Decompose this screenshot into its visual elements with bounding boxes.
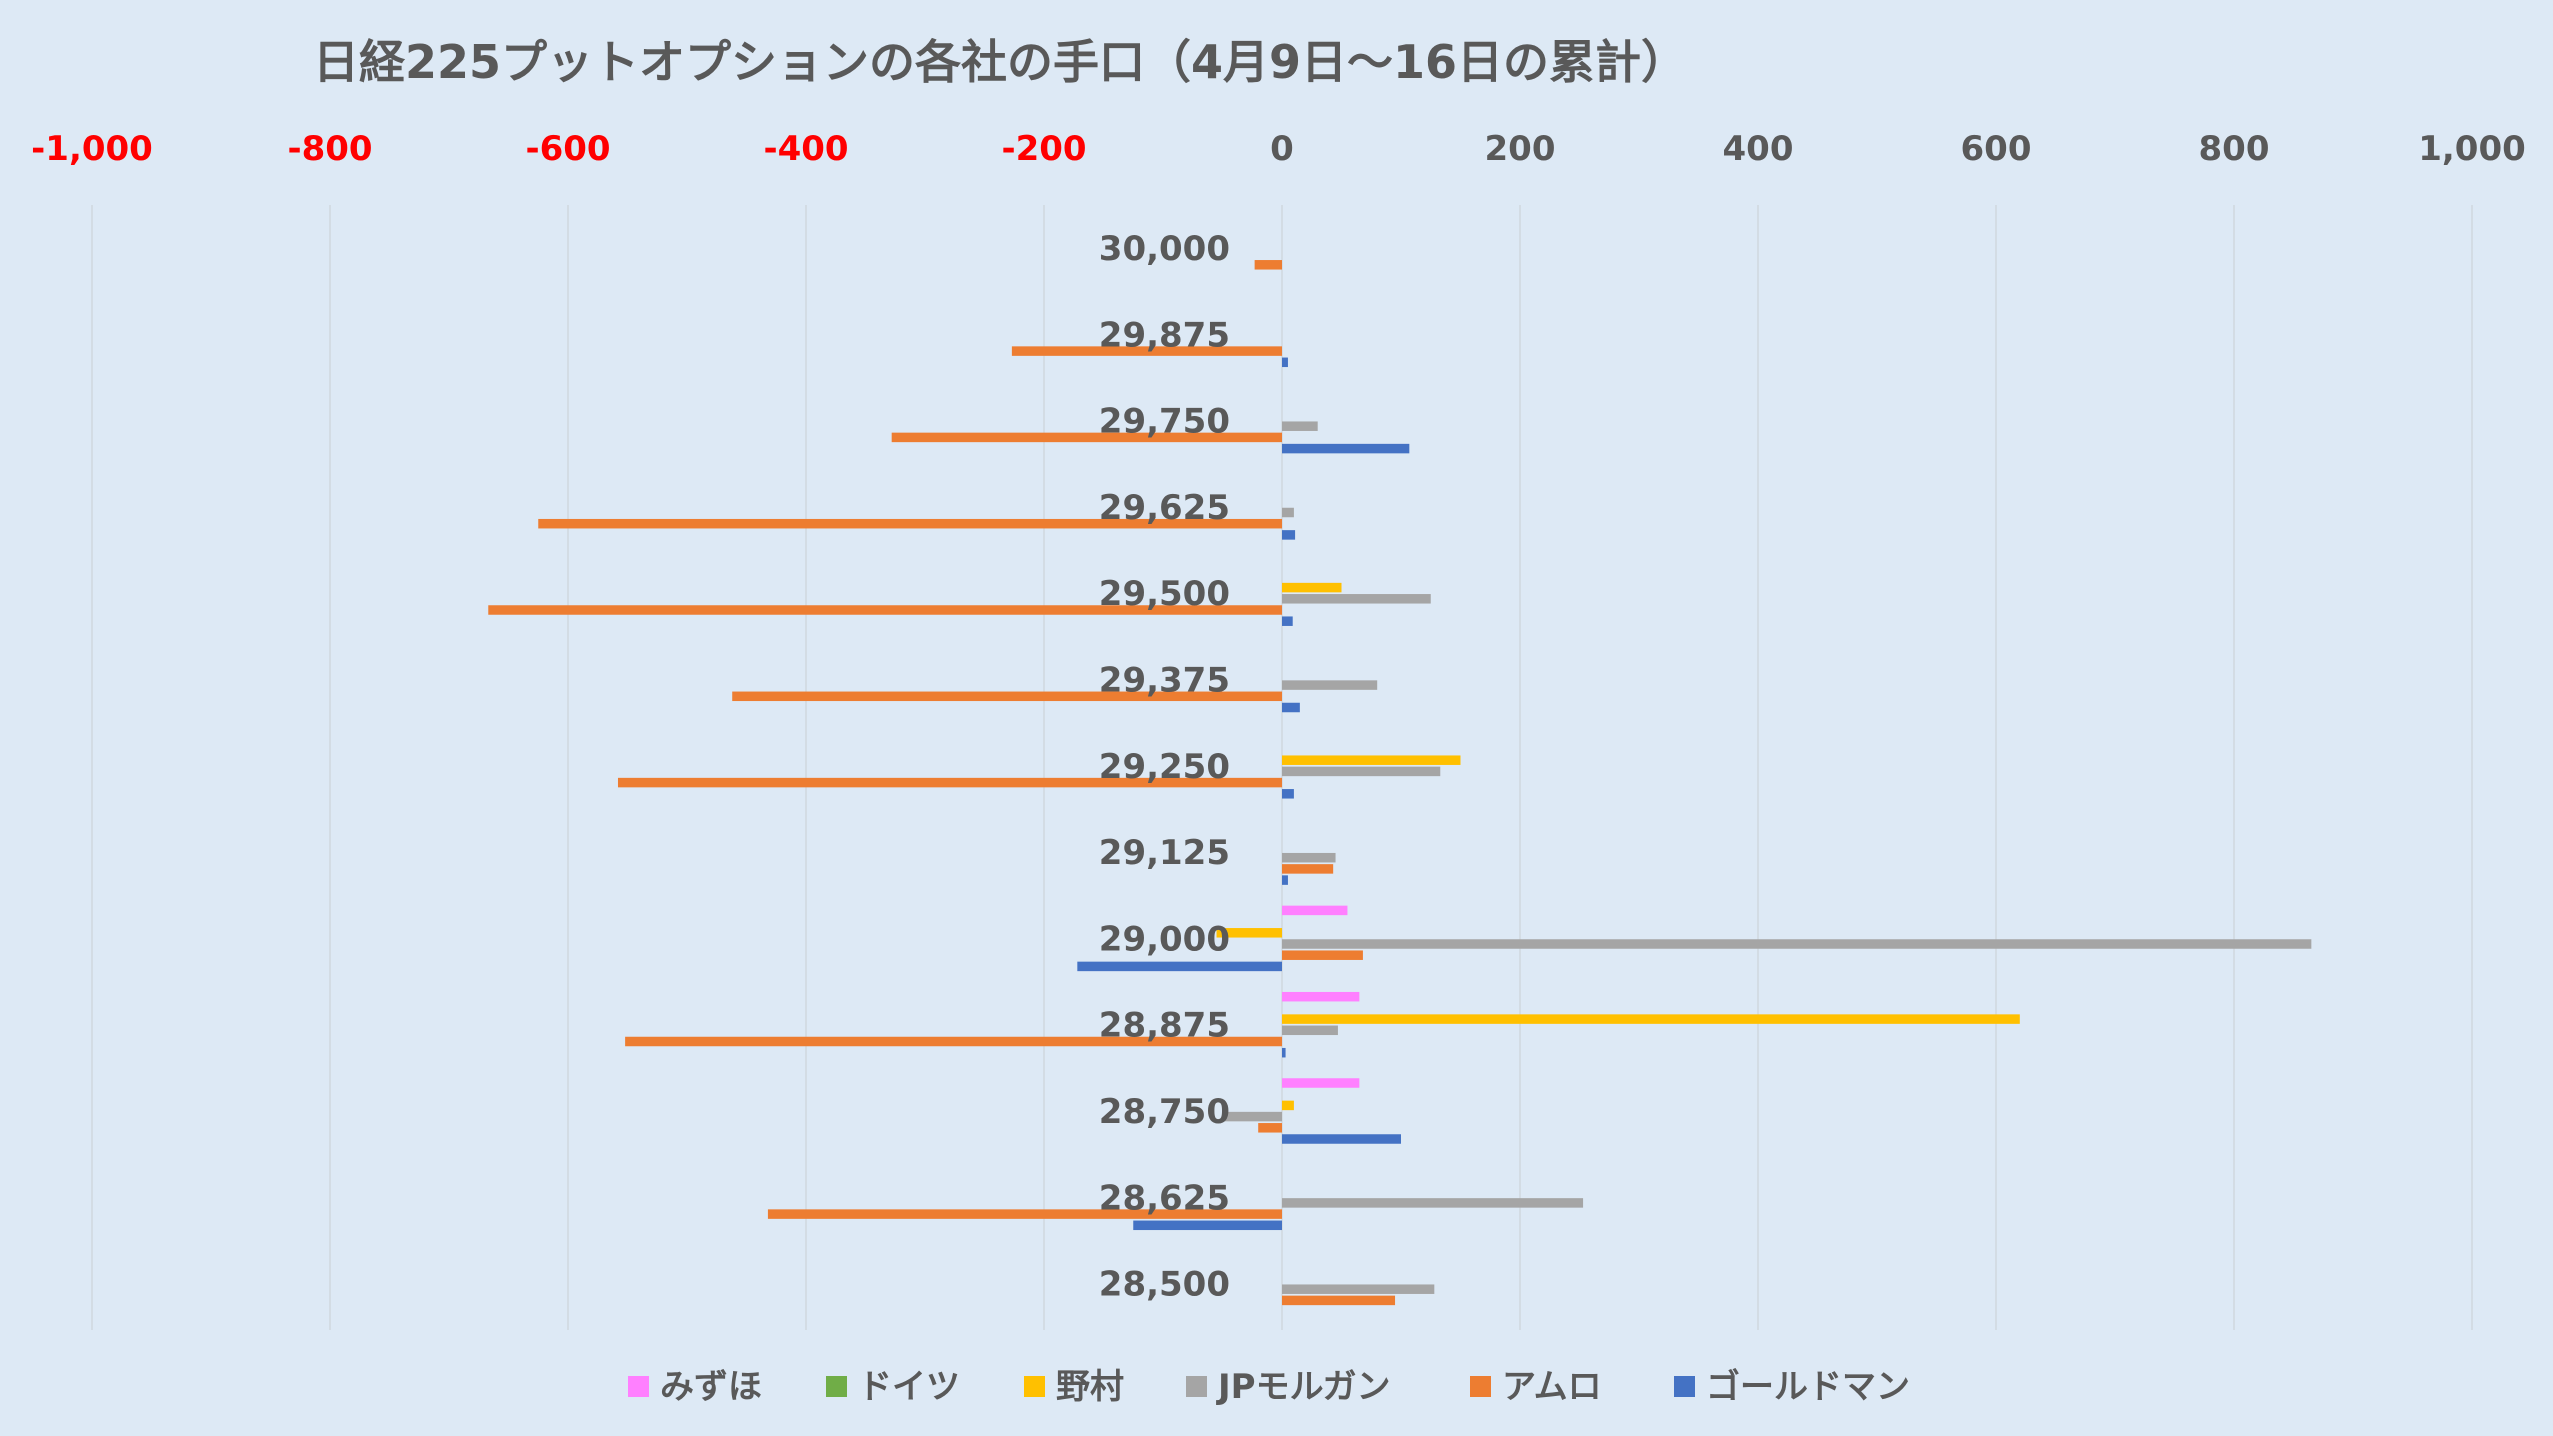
bar: [767, 1209, 1282, 1219]
bar: [1258, 1123, 1282, 1133]
bar: [1282, 789, 1294, 799]
bar: [1282, 1134, 1401, 1144]
x-tick-label: -600: [525, 129, 610, 169]
category-label: 29,875: [1099, 315, 1230, 355]
category-label: 29,500: [1099, 574, 1230, 614]
bar: [1282, 507, 1294, 518]
legend-swatch: [1186, 1376, 1207, 1397]
category-label: 28,750: [1099, 1092, 1230, 1132]
bar: [1282, 1047, 1286, 1058]
bar: [1282, 939, 2312, 949]
bar: [1282, 1198, 1584, 1208]
x-tick-label: 0: [1270, 129, 1294, 169]
x-tick-label: 800: [2199, 129, 2270, 169]
x-tick-label: -200: [1001, 129, 1086, 169]
bar: [1282, 950, 1363, 960]
legend-label: 野村: [1056, 1367, 1124, 1407]
x-tick-label: -800: [287, 129, 372, 169]
bar: [1282, 991, 1360, 1002]
category-label: 29,625: [1099, 488, 1230, 528]
x-axis-ticks: -1,000 -800 -600 -400 -200 0 200 400 600 800 1,000: [31, 129, 2526, 169]
bar: [625, 1036, 1282, 1047]
legend-swatch: [826, 1376, 847, 1397]
legend-label: ドイツ: [858, 1367, 960, 1407]
bar: [1282, 905, 1348, 916]
bar: [1282, 530, 1296, 540]
bar: [1282, 582, 1342, 593]
bar: [1282, 443, 1410, 454]
bar: [1282, 1295, 1396, 1306]
category-label: 29,750: [1099, 402, 1230, 442]
bar: [1282, 1100, 1294, 1111]
legend: みずほ ドイツ 野村 JPモルガン アムロ ゴールドマン: [628, 1367, 1910, 1407]
chart-title: 日経225プットオプションの各社の手口（4月9日～16日の累計）: [313, 35, 1687, 89]
bar: [1282, 616, 1293, 626]
bar: [488, 605, 1282, 615]
bar: [1216, 928, 1282, 938]
category-label: 29,125: [1099, 833, 1230, 873]
bar: [1282, 1078, 1360, 1088]
bar: [1254, 260, 1282, 270]
legend-label: みずほ: [660, 1367, 762, 1407]
legend-label: ゴールドマン: [1706, 1367, 1910, 1407]
legend-swatch: [1024, 1376, 1045, 1397]
bar: [1282, 1284, 1435, 1294]
category-label: 29,375: [1099, 661, 1230, 701]
x-tick-label: 600: [1961, 129, 2032, 169]
bar: [1282, 864, 1334, 874]
category-label: 28,500: [1099, 1265, 1230, 1305]
bar: [1282, 766, 1441, 777]
x-tick-label: -400: [763, 129, 848, 169]
x-tick-label: -1,000: [31, 129, 153, 169]
bar: [1282, 852, 1336, 863]
bar: [1282, 755, 1461, 765]
bar: [1077, 961, 1282, 972]
bar: [1011, 346, 1282, 356]
bar: [1282, 875, 1288, 885]
legend-swatch: [1470, 1376, 1491, 1397]
category-label: 28,875: [1099, 1006, 1230, 1046]
legend-label: JPモルガン: [1216, 1367, 1391, 1407]
x-tick-label: 1,000: [2418, 129, 2526, 169]
bar: [617, 777, 1282, 788]
legend-label: アムロ: [1502, 1367, 1602, 1407]
bars: [488, 260, 2312, 1306]
category-label: 28,625: [1099, 1178, 1230, 1218]
bar: [891, 432, 1282, 443]
bar: [538, 518, 1282, 529]
bar: [1282, 1025, 1338, 1036]
bar: [732, 691, 1282, 702]
bar: [1282, 1014, 2020, 1024]
bar: [1133, 1220, 1282, 1231]
category-label: 29,250: [1099, 747, 1230, 787]
x-tick-label: 200: [1485, 129, 1556, 169]
bar: [1282, 680, 1378, 690]
bar: [1282, 594, 1431, 604]
bar: [1282, 357, 1288, 368]
legend-swatch: [628, 1376, 649, 1397]
x-tick-label: 400: [1723, 129, 1794, 169]
bar: [1222, 1111, 1282, 1122]
bar: [1282, 702, 1300, 713]
category-label: 29,000: [1099, 919, 1230, 959]
legend-swatch: [1674, 1376, 1695, 1397]
category-label: 30,000: [1099, 229, 1230, 269]
category-labels: 30,000 29,875 29,750 29,625 29,500 29,375 29,2…: [1099, 229, 1230, 1305]
bar: [1282, 421, 1318, 431]
